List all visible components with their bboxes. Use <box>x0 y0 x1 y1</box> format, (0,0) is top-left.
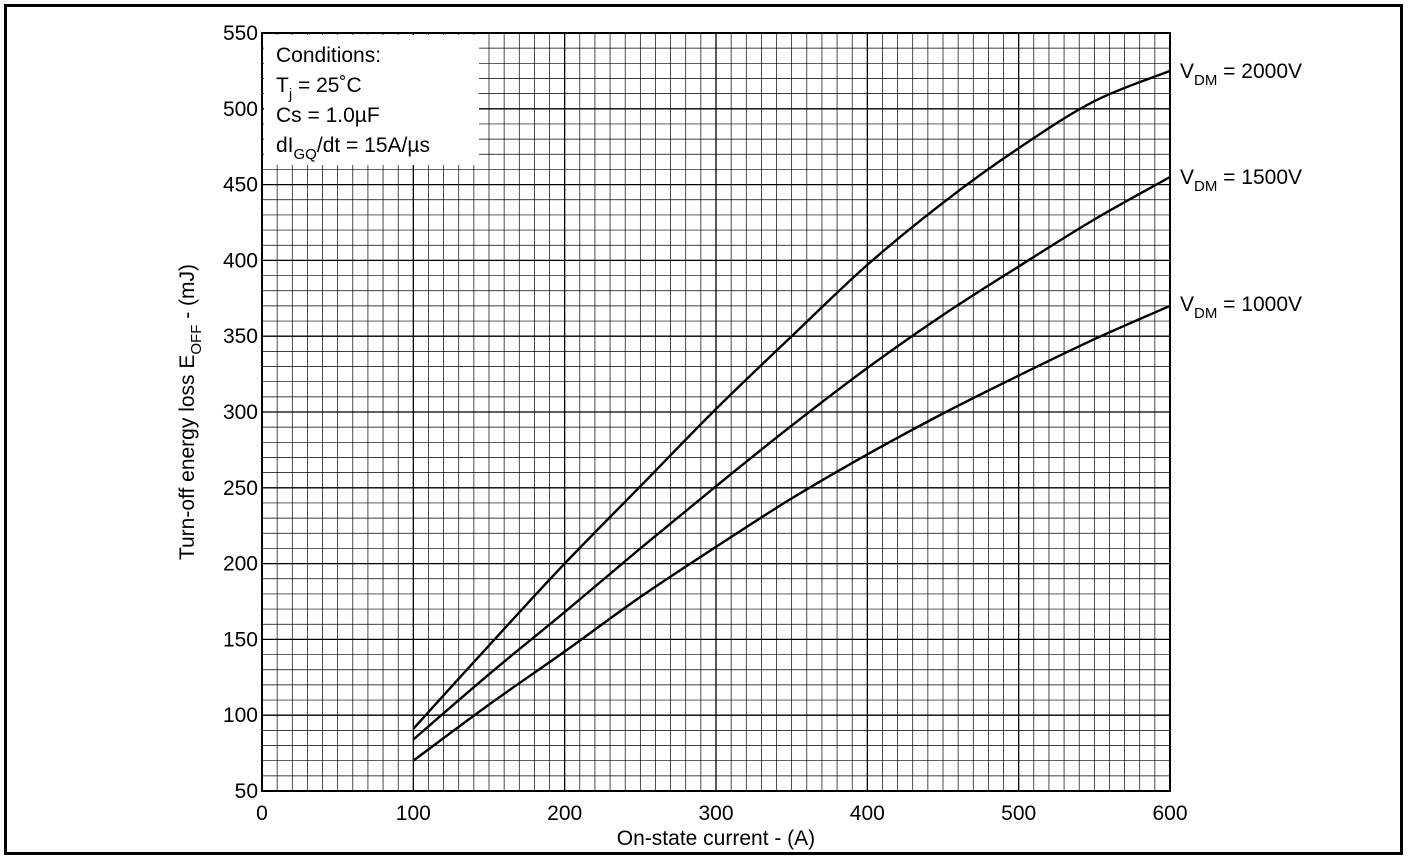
series-label-2000v-sub: DM <box>1194 72 1217 89</box>
y-axis-title-sub: OFF <box>188 325 205 355</box>
y-axis-title-unit: - (mJ) <box>176 264 199 325</box>
y-tick-labels: 50 100 150 200 250 300 350 400 450 500 550 <box>223 22 258 803</box>
y-tick-label: 300 <box>223 401 258 424</box>
condition-tj: Tj = 25˚C <box>276 74 362 103</box>
series-labels: VDM = 2000V VDM = 1500V VDM = 1000V <box>1180 60 1302 322</box>
y-tick-label: 100 <box>223 704 258 727</box>
y-axis-title-main: Turn-off energy loss E <box>176 355 199 560</box>
figure-frame <box>4 4 1403 855</box>
series-line-1000v <box>412 304 1171 762</box>
series-label-1500v: VDM = 1500V <box>1180 166 1302 195</box>
conditions-heading: Conditions: <box>276 44 381 67</box>
condition-cs: Cs = 1.0µF <box>276 104 380 127</box>
y-tick-label: 450 <box>223 174 258 197</box>
y-tick-label: 350 <box>223 325 258 348</box>
series-label-2000v: VDM = 2000V <box>1180 60 1302 89</box>
y-tick-label: 150 <box>223 628 258 651</box>
x-tick-label: 400 <box>850 802 885 825</box>
x-tick-label: 100 <box>396 802 431 825</box>
x-tick-label: 0 <box>256 802 268 825</box>
series-label-1500v-rest: = 1500V <box>1217 166 1302 189</box>
y-tick-label: 250 <box>223 477 258 500</box>
series-line-1500v <box>412 175 1171 741</box>
condition-di-rest: /dt = 15A/µs <box>317 134 430 157</box>
x-tick-label: 500 <box>1001 802 1036 825</box>
x-axis-title: On-state current - (A) <box>617 827 815 850</box>
y-tick-label: 200 <box>223 553 258 576</box>
series-layer <box>412 69 1171 762</box>
conditions-box: Conditions: Tj = 25˚C Cs = 1.0µF dIGQ/dt… <box>264 35 479 165</box>
condition-tj-rest: = 25˚C <box>292 74 361 97</box>
series-label-1500v-sym: V <box>1180 166 1194 189</box>
series-label-1000v-rest: = 1000V <box>1217 293 1302 316</box>
series-label-1000v-sym: V <box>1180 293 1194 316</box>
y-tick-label: 50 <box>235 780 258 803</box>
series-line-2000v <box>412 69 1171 730</box>
condition-di: dIGQ/dt = 15A/µs <box>276 134 430 163</box>
condition-di-sub: GQ <box>294 146 317 163</box>
y-tick-label: 400 <box>223 249 258 272</box>
series-label-2000v-sym: V <box>1180 60 1194 83</box>
y-tick-label: 550 <box>223 22 258 45</box>
y-tick-label: 500 <box>223 98 258 121</box>
plot-border <box>261 32 1171 792</box>
series-label-1000v: VDM = 1000V <box>1180 293 1302 322</box>
x-tick-label: 600 <box>1152 802 1187 825</box>
series-label-2000v-rest: = 2000V <box>1217 60 1302 83</box>
series-label-1500v-sub: DM <box>1194 178 1217 195</box>
x-tick-label: 200 <box>547 802 582 825</box>
x-tick-labels: 0 100 200 300 400 500 600 <box>256 802 1187 825</box>
condition-di-pre: dI <box>276 134 294 157</box>
conditions-background <box>264 35 479 165</box>
x-tick-label: 300 <box>698 802 733 825</box>
condition-tj-sym: T <box>276 74 289 97</box>
condition-tj-sub: j <box>288 86 292 103</box>
series-label-1000v-sub: DM <box>1194 305 1217 322</box>
y-axis-title: Turn-off energy loss EOFF - (mJ) <box>176 264 205 560</box>
